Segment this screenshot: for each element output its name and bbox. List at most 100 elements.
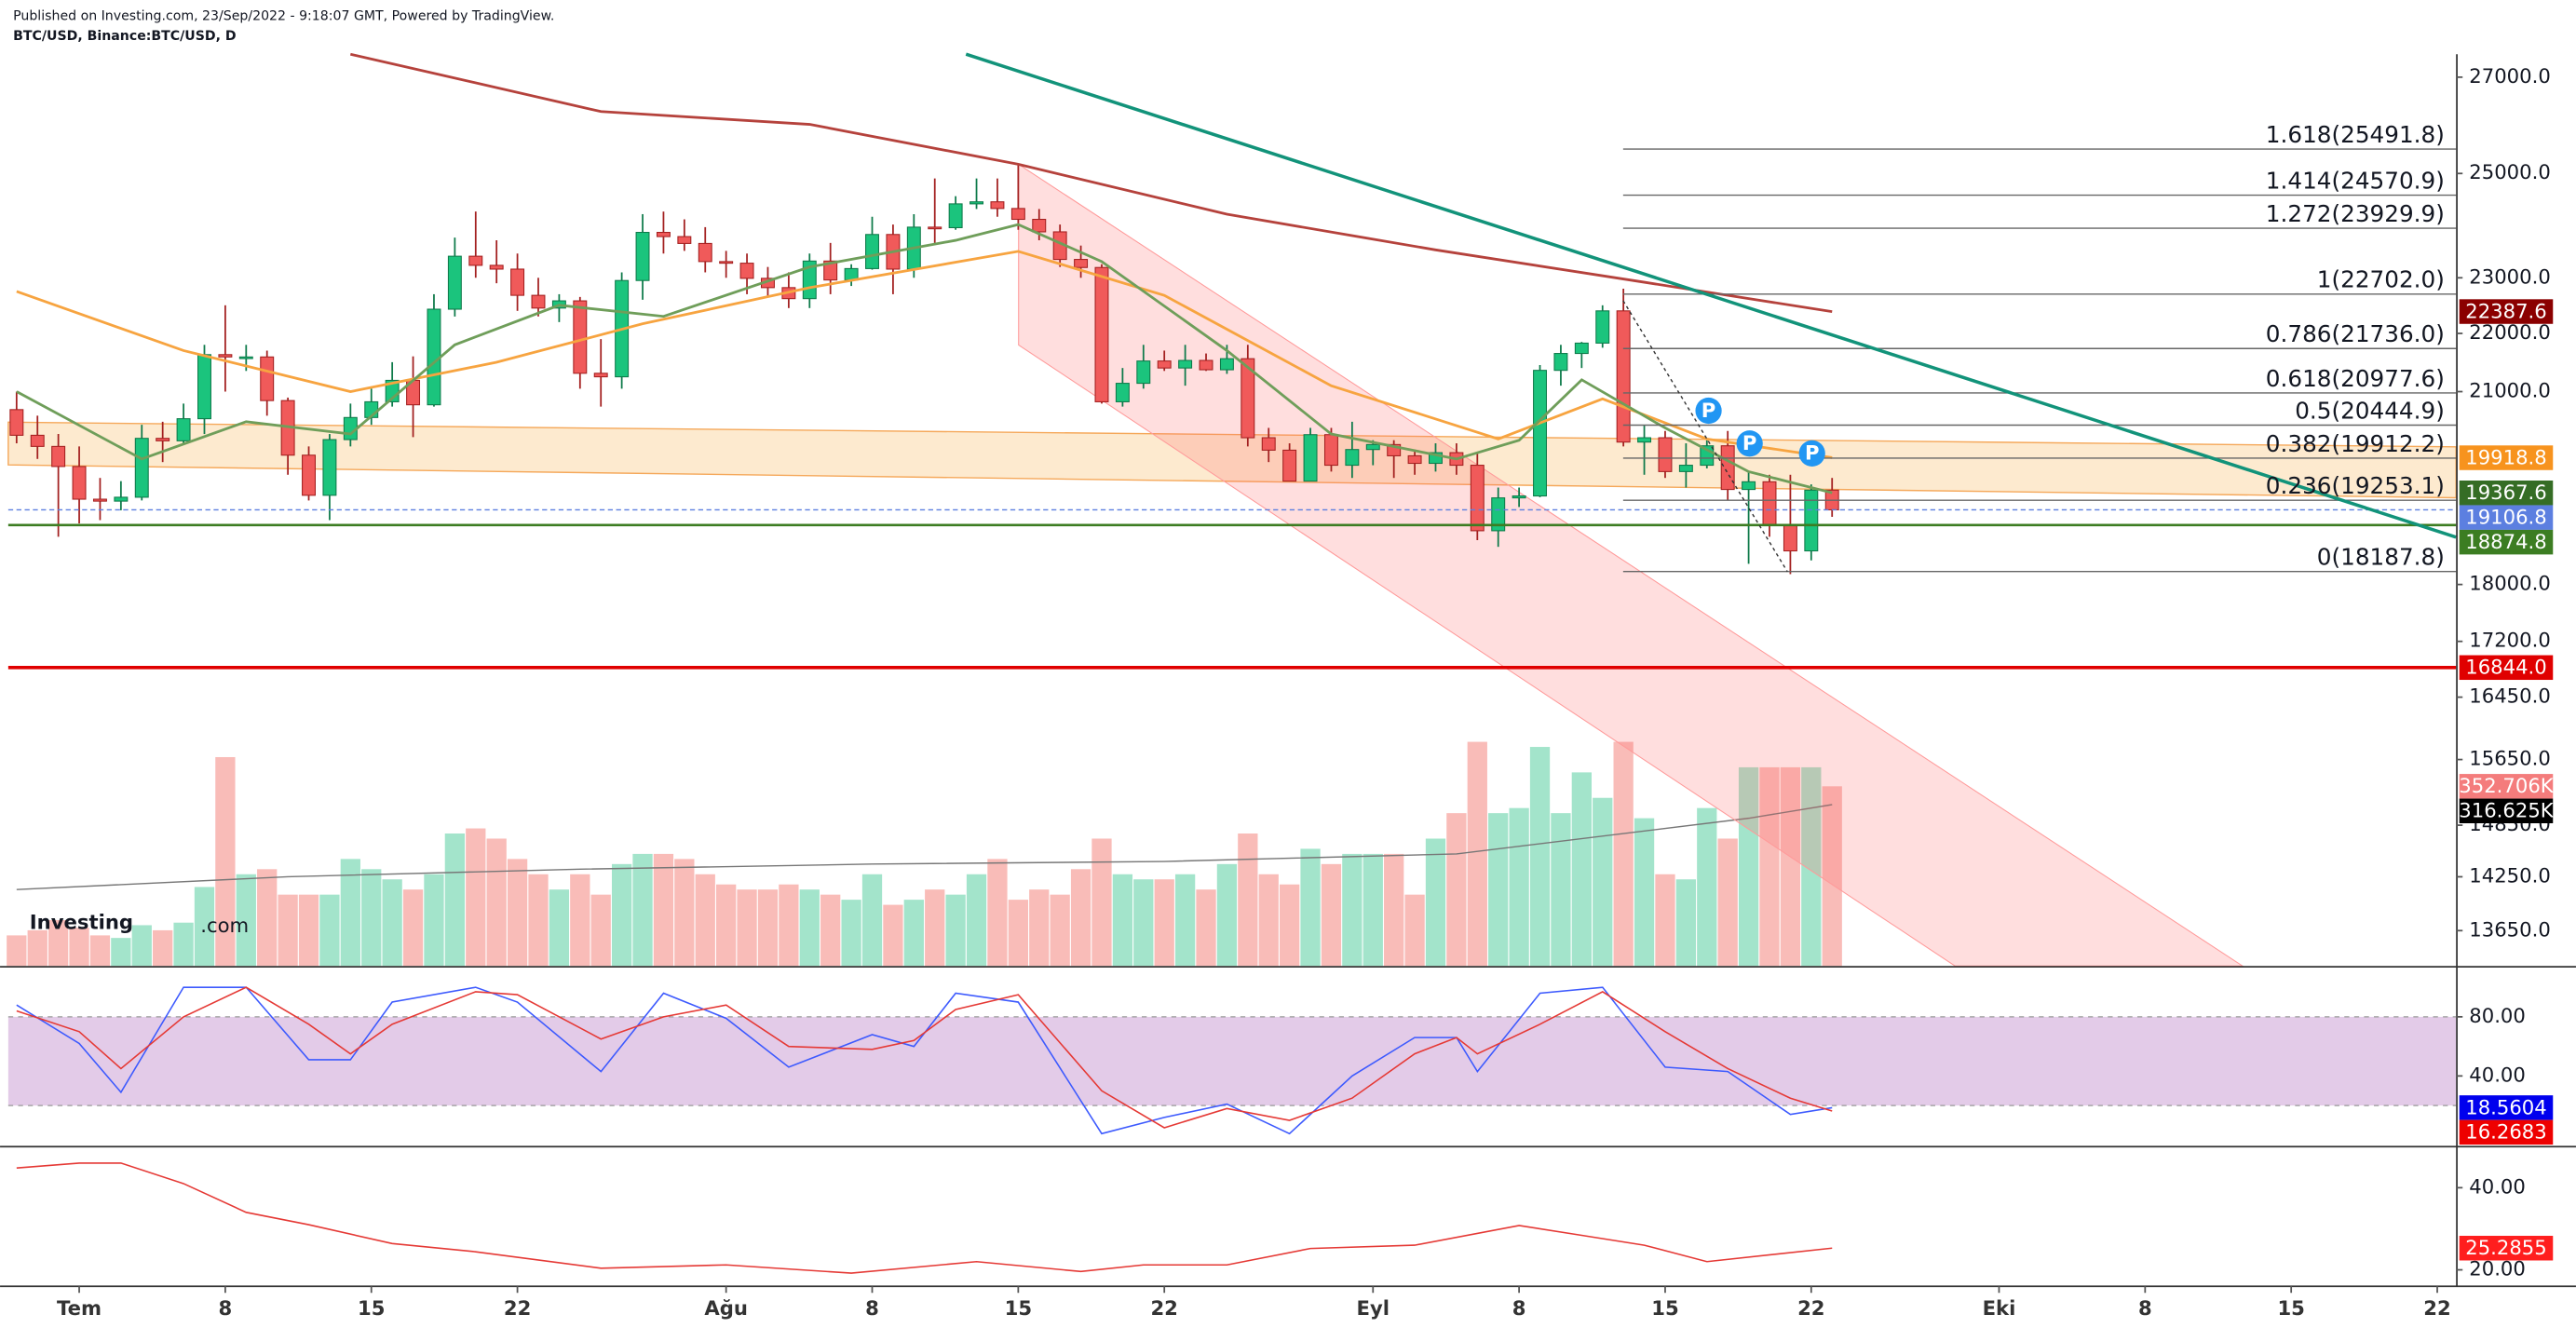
volume-bar xyxy=(1488,813,1509,967)
x-tick-label: 8 xyxy=(1512,1296,1526,1320)
candle-body xyxy=(1241,358,1255,439)
under-layer xyxy=(7,741,2457,1106)
candle-body xyxy=(823,260,838,281)
volume-bar xyxy=(1822,786,1842,967)
price-tag xyxy=(2459,529,2554,555)
x-tick-label: 22 xyxy=(1797,1296,1824,1320)
fib-label: 0.382(19912.2) xyxy=(2266,430,2445,457)
volume-bar xyxy=(966,874,987,967)
candle-body xyxy=(719,261,734,264)
moving-average xyxy=(349,52,1833,314)
volume-bar xyxy=(757,889,779,967)
price-tag-label: 16844.0 xyxy=(2465,656,2547,679)
candle-body xyxy=(1136,360,1151,385)
volume-bar xyxy=(507,859,528,967)
candle-body xyxy=(1742,481,1756,491)
volume-bar xyxy=(1529,747,1551,967)
volume-bar xyxy=(340,859,360,967)
volume-bar xyxy=(466,828,486,967)
x-tick-label: Eyl xyxy=(1357,1296,1390,1320)
candle-body xyxy=(1804,489,1819,552)
volume-bar xyxy=(257,869,278,967)
fib-label: 0.5(20444.9) xyxy=(2295,397,2445,424)
candle-body xyxy=(1595,310,1610,344)
candle-body xyxy=(1282,449,1297,482)
volume-bar xyxy=(570,874,590,967)
marker xyxy=(1798,440,1825,467)
y-tick-label: 21000.0 xyxy=(2469,379,2551,402)
volume-bar xyxy=(215,756,236,967)
fib-anchor xyxy=(1622,300,1788,573)
candle-body xyxy=(218,354,233,358)
volume-bar xyxy=(1425,838,1446,967)
over-layer xyxy=(7,52,2457,1274)
stoch-line xyxy=(16,986,1833,1129)
volume-bar xyxy=(1342,853,1363,967)
marker-glyph: P xyxy=(1742,431,1757,454)
candle-body xyxy=(1199,359,1213,371)
volume-bar xyxy=(1655,874,1675,967)
candle-body xyxy=(51,445,66,468)
volume-bar xyxy=(278,894,298,967)
candle-body xyxy=(1094,266,1109,402)
volume-bar xyxy=(1300,848,1321,967)
x-tick-label: 22 xyxy=(504,1296,531,1320)
volume-bar xyxy=(1717,838,1738,967)
volume-bar xyxy=(236,874,256,967)
x-tick-label: 15 xyxy=(358,1296,385,1320)
price-tag-label: 316.625K xyxy=(2459,799,2554,822)
candle-body xyxy=(1074,259,1089,268)
volume-bar xyxy=(1238,833,1258,967)
volume-bar xyxy=(1634,818,1655,967)
volume-bar xyxy=(820,894,841,967)
stoch-line xyxy=(16,986,1833,1135)
y-tick-label: 16450.0 xyxy=(2469,684,2551,708)
price-tag xyxy=(2459,798,2554,824)
marker xyxy=(1695,397,1722,425)
candle-body xyxy=(510,268,525,296)
fib-label: 0(18187.8) xyxy=(2317,544,2445,571)
price-tag xyxy=(2459,1236,2554,1261)
candle-body xyxy=(1658,437,1673,472)
candle-body xyxy=(30,434,45,447)
y-tick-label: 18000.0 xyxy=(2469,572,2551,595)
y-tick-label: 13650.0 xyxy=(2469,917,2551,941)
volume-bar xyxy=(632,853,653,967)
candle-body xyxy=(489,264,504,270)
trend-line xyxy=(965,52,2457,539)
price-tag-label: 19367.6 xyxy=(2465,481,2547,504)
volume-bar xyxy=(1174,874,1196,967)
candle-body xyxy=(302,454,316,496)
rsi-line xyxy=(16,1162,1833,1274)
volume-bar xyxy=(1759,766,1780,967)
volume-bar xyxy=(1446,813,1467,967)
x-tick-label: 15 xyxy=(2277,1296,2304,1320)
volume-bar xyxy=(319,894,340,967)
volume-bar xyxy=(1613,741,1634,967)
candle-body xyxy=(1323,434,1338,467)
volume-bar xyxy=(549,889,570,967)
candle-body xyxy=(1470,465,1485,532)
volume-bar xyxy=(674,859,695,967)
y-tick-label: 14250.0 xyxy=(2469,863,2551,887)
volume-bar xyxy=(945,894,966,967)
volume-bar xyxy=(486,838,507,967)
volume-bar xyxy=(841,900,861,967)
candle-body xyxy=(92,498,107,502)
volume-bar xyxy=(1091,838,1112,967)
candle-body xyxy=(1762,481,1777,526)
volume-bar xyxy=(590,894,611,967)
candle-body xyxy=(468,255,483,266)
y-tick-label: 27000.0 xyxy=(2469,64,2551,88)
candle-body xyxy=(1178,359,1193,369)
fib-label: 0.618(20977.6) xyxy=(2266,365,2445,392)
volume-bar xyxy=(1133,879,1154,967)
volume-bar xyxy=(27,929,47,967)
volume-bar xyxy=(1029,889,1050,967)
candle-body xyxy=(1533,370,1548,497)
candle-body xyxy=(1783,523,1797,552)
fib-label: 1(22702.0) xyxy=(2317,266,2445,293)
volume-bar xyxy=(1780,766,1801,967)
candle-body xyxy=(1720,445,1735,491)
volume-bar xyxy=(1593,797,1613,967)
